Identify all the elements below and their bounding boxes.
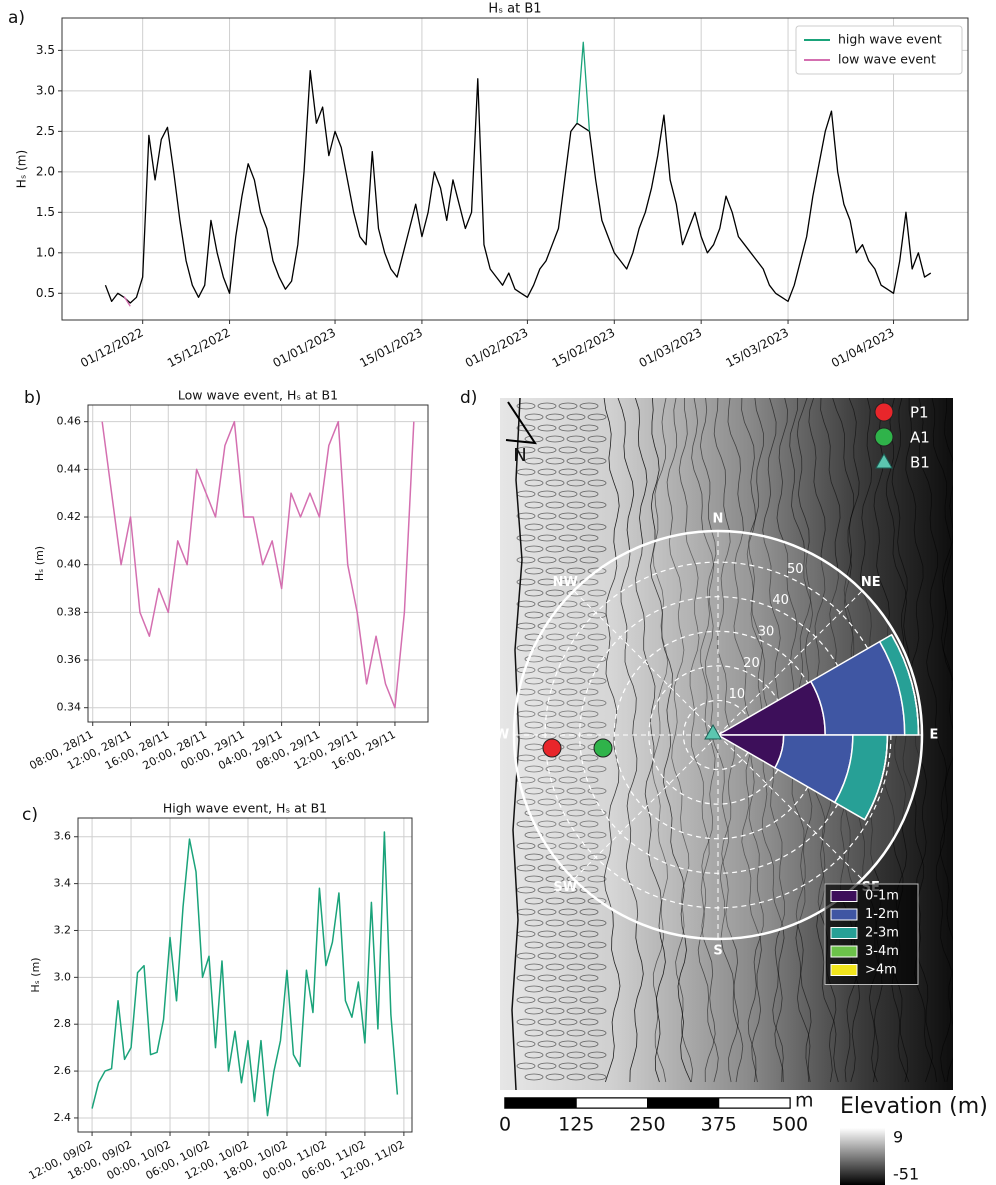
y-tick-label: 3.2 [54, 923, 72, 936]
y-tick-label: 0.40 [57, 558, 82, 571]
page-body: {"chart_data": [ {"type": "line", "panel… [0, 0, 996, 1185]
legend-label: low wave event [838, 52, 936, 67]
direction-label: SW [553, 880, 577, 895]
y-tick-label: 0.38 [57, 605, 82, 618]
chart-title: Low wave event, Hₛ at B1 [178, 388, 338, 403]
y-tick-label: 0.44 [57, 462, 82, 475]
panel-label: d) [460, 388, 477, 408]
site-marker [543, 739, 561, 757]
x-tick-label: 15/02/2023 [550, 325, 618, 370]
y-tick-label: 3.6 [54, 830, 72, 843]
rose-tick-label: 40 [772, 593, 789, 608]
y-tick-label: 2.6 [54, 1064, 72, 1077]
y-tick-label: 2.8 [54, 1017, 72, 1030]
y-tick-label: 2.4 [54, 1111, 72, 1124]
chart-title: Hₛ at B1 [488, 2, 541, 17]
rose-tick-label: 30 [758, 624, 775, 639]
panel-label: c) [22, 805, 38, 825]
x-tick-label: 15/03/2023 [723, 325, 791, 370]
chart-title: High wave event, Hₛ at B1 [163, 801, 327, 816]
y-tick-label: 0.36 [57, 653, 82, 666]
site-legend-label: A1 [910, 429, 930, 447]
rose-tick-label: 20 [743, 656, 760, 671]
rose-legend-label: 1-2m [865, 907, 899, 922]
site-legend-marker [875, 403, 893, 421]
rose-legend-swatch [831, 928, 857, 939]
rose-legend-label: >4m [865, 963, 897, 978]
plot-area [78, 818, 412, 1132]
direction-label: S [713, 944, 722, 959]
site-legend-label: P1 [910, 404, 929, 422]
direction-label: NW [553, 575, 578, 590]
scalebar-label: 375 [701, 1114, 737, 1136]
site-legend-label: B1 [910, 454, 930, 472]
x-tick-label: 15/01/2023 [357, 325, 425, 370]
scalebar-label: 125 [558, 1114, 594, 1136]
y-tick-label: 0.46 [57, 415, 82, 428]
scalebar-unit: m [795, 1090, 814, 1112]
north-label: N [513, 445, 526, 466]
site-legend-marker [875, 428, 893, 446]
site-marker [594, 739, 612, 757]
scalebar-segment [648, 1098, 719, 1108]
y-tick-label: 0.42 [57, 510, 82, 523]
y-tick-label: 3.0 [36, 83, 55, 97]
y-tick-label: 1.5 [36, 205, 55, 219]
direction-label: E [930, 728, 939, 743]
scalebar-segment [505, 1098, 576, 1108]
colorbar-title: Elevation (m) [840, 1094, 988, 1119]
panel-label: a) [8, 8, 25, 28]
rose-legend-swatch [831, 891, 857, 902]
colorbar [840, 1128, 885, 1185]
contour [956, 398, 978, 1082]
rose-tick-label: 50 [787, 562, 804, 577]
legend-label: high wave event [838, 32, 942, 47]
y-tick-label: 2.0 [36, 164, 55, 178]
direction-label: W [495, 728, 509, 743]
figure: 0.5 1.0 1.5 2.0 2.5 3.0 3.5 01/12/2022 15/12/202… [0, 0, 996, 1185]
y-tick-label: 3.0 [54, 970, 72, 983]
rose-legend-label: 3-4m [865, 944, 899, 959]
rose-legend-swatch [831, 946, 857, 957]
panel-label: b) [24, 388, 41, 408]
y-axis-label: Hₛ (m) [33, 546, 46, 581]
scalebar-label: 0 [499, 1114, 511, 1136]
colorbar-min: -51 [893, 1165, 919, 1184]
scalebar-label: 500 [772, 1114, 808, 1136]
x-tick-label: 01/03/2023 [637, 325, 705, 370]
y-axis-label: Hₛ (m) [15, 150, 29, 188]
rose-legend-label: 0-1m [865, 889, 899, 904]
y-tick-label: 0.5 [36, 286, 55, 300]
rose-legend-swatch [831, 909, 857, 920]
direction-label: N [713, 512, 724, 527]
y-axis-label: Hₛ (m) [29, 957, 42, 992]
x-tick-label: 01/12/2022 [78, 325, 146, 370]
x-tick-label: 01/01/2023 [270, 325, 338, 370]
y-tick-label: 1.0 [36, 245, 55, 259]
colorbar-max: 9 [893, 1128, 903, 1147]
scalebar-segment [576, 1098, 647, 1108]
y-tick-label: 2.5 [36, 124, 55, 138]
x-tick-label: 15/12/2022 [165, 325, 233, 370]
rose-legend-swatch [831, 965, 857, 976]
rose-tick-label: 10 [729, 687, 746, 702]
plot-area [88, 405, 428, 722]
scalebar-label: 250 [629, 1114, 665, 1136]
direction-label: NE [861, 575, 881, 590]
rose-legend-label: 2-3m [865, 926, 899, 941]
page: Wave height figure html, body { margin: … [0, 0, 996, 1185]
x-tick-label: 01/02/2023 [463, 325, 531, 370]
x-tick-label: 01/04/2023 [829, 325, 897, 370]
y-tick-label: 3.5 [36, 43, 55, 57]
y-tick-label: 3.4 [54, 877, 72, 890]
scalebar-segment [719, 1098, 790, 1108]
y-tick-label: 0.34 [57, 701, 82, 714]
